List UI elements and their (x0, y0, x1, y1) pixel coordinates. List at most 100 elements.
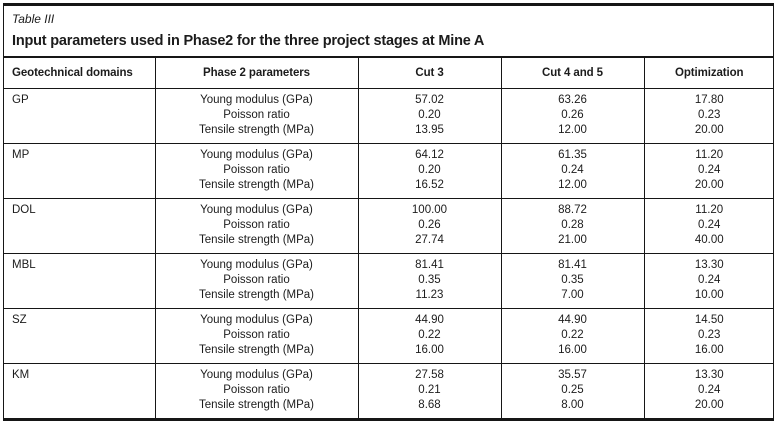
parameters-cell: Young modulus (GPa) Poisson ratio Tensile … (154, 88, 359, 144)
parameter-label: Young modulus (GPa) (200, 204, 313, 216)
value-line: 0.28 (561, 219, 584, 231)
value-line: 27.58 (415, 369, 444, 381)
value-line: 81.41 (415, 259, 444, 271)
cut4and5-values-cell: 63.26 0.26 12.00 (500, 88, 645, 144)
parameters-cell: Young modulus (GPa) Poisson ratio Tensile … (154, 363, 359, 419)
header-row: Geotechnical domains Phase 2 parameters Cu… (3, 57, 775, 89)
column-header-cut-4-and-5: Cut 4 and 5 (500, 57, 645, 89)
parameter-label: Young modulus (GPa) (200, 149, 313, 161)
value-line: 20.00 (694, 399, 724, 411)
value-line: 0.24 (698, 164, 721, 176)
value-line: 16.00 (558, 344, 587, 356)
value-line: 12.00 (558, 124, 587, 136)
parameter-label: Poisson ratio (223, 384, 290, 396)
cut3-values-cell: 81.41 0.35 11.23 (357, 253, 502, 309)
optimization-values-cell: 11.20 0.24 40.00 (643, 198, 775, 254)
value-line: 61.35 (558, 149, 587, 161)
value-line: 27.74 (415, 234, 444, 246)
value-line: 88.72 (558, 204, 587, 216)
cut4and5-values-cell: 35.57 0.25 8.00 (500, 363, 645, 419)
value-line: 0.35 (561, 274, 584, 286)
value-line: 0.24 (698, 219, 721, 231)
cut3-values-cell: 100.00 0.26 27.74 (357, 198, 502, 254)
value-line: 8.00 (561, 399, 584, 411)
parameter-label: Tensile strength (MPa) (198, 179, 315, 191)
value-line: 13.30 (694, 259, 724, 271)
domain-cell: MBL (3, 253, 156, 309)
parameter-label: Young modulus (GPa) (200, 314, 313, 326)
domain-cell: SZ (3, 308, 156, 364)
cut4and5-values-cell: 61.35 0.24 12.00 (500, 143, 645, 199)
optimization-values-cell: 14.50 0.23 16.00 (643, 308, 775, 364)
value-line: 0.20 (418, 109, 441, 121)
parameters-table: Geotechnical domains Phase 2 parameters Cu… (3, 57, 775, 419)
parameter-label: Tensile strength (MPa) (198, 234, 315, 246)
cut4and5-values-cell: 81.41 0.35 7.00 (500, 253, 645, 309)
optimization-values-cell: 17.80 0.23 20.00 (643, 88, 775, 144)
value-line: 21.00 (558, 234, 587, 246)
cut4and5-values-cell: 88.72 0.28 21.00 (500, 198, 645, 254)
value-line: 0.21 (418, 384, 441, 396)
parameter-label: Tensile strength (MPa) (198, 344, 315, 356)
cut3-values-cell: 64.12 0.20 16.52 (357, 143, 502, 199)
cut3-values-cell: 57.02 0.20 13.95 (357, 88, 502, 144)
value-line: 0.26 (561, 109, 584, 121)
value-line: 81.41 (558, 259, 587, 271)
table-row-gp: GP Young modulus (GPa) Poisson ratio Tensil… (3, 88, 775, 144)
value-line: 35.57 (558, 369, 587, 381)
column-header-optimization: Optimization (643, 57, 775, 89)
value-line: 0.22 (561, 329, 584, 341)
value-line: 0.23 (698, 329, 721, 341)
value-line: 11.20 (695, 149, 724, 161)
value-line: 17.80 (694, 94, 724, 106)
parameter-label: Poisson ratio (223, 109, 290, 121)
column-header-cut-3: Cut 3 (357, 57, 502, 89)
value-line: 11.23 (415, 289, 444, 301)
value-line: 0.24 (698, 274, 721, 286)
cut3-values-cell: 44.90 0.22 16.00 (357, 308, 502, 364)
column-header-phase-2-parameters: Phase 2 parameters (154, 57, 359, 89)
domain-cell: GP (3, 88, 156, 144)
value-line: 13.30 (694, 369, 724, 381)
value-line: 44.90 (558, 314, 587, 326)
parameter-label: Young modulus (GPa) (200, 94, 313, 106)
cut4and5-values-cell: 44.90 0.22 16.00 (500, 308, 645, 364)
parameter-label: Tensile strength (MPa) (198, 124, 315, 136)
value-line: 0.26 (418, 219, 441, 231)
parameter-label: Poisson ratio (223, 219, 290, 231)
value-line: 7.00 (561, 289, 584, 301)
parameters-cell: Young modulus (GPa) Poisson ratio Tensile … (154, 143, 359, 199)
optimization-values-cell: 11.20 0.24 20.00 (643, 143, 775, 199)
parameters-cell: Young modulus (GPa) Poisson ratio Tensile … (154, 253, 359, 309)
parameters-cell: Young modulus (GPa) Poisson ratio Tensile … (154, 308, 359, 364)
value-line: 20.00 (694, 124, 724, 136)
value-line: 0.24 (561, 164, 584, 176)
value-line: 57.02 (415, 94, 444, 106)
optimization-values-cell: 13.30 0.24 20.00 (643, 363, 775, 419)
domain-cell: DOL (3, 198, 156, 254)
parameter-label: Tensile strength (MPa) (198, 399, 315, 411)
optimization-values-cell: 13.30 0.24 10.00 (643, 253, 775, 309)
table-row-km: KM Young modulus (GPa) Poisson ratio Tensil… (3, 363, 775, 419)
table-header: Geotechnical domains Phase 2 parameters Cu… (3, 57, 775, 89)
table-row-dol: DOL Young modulus (GPa) Poisson ratio Tensi… (3, 198, 775, 254)
value-line: 0.20 (418, 164, 441, 176)
value-line: 0.25 (561, 384, 584, 396)
table-row-mbl: MBL Young modulus (GPa) Poisson ratio Tensi… (3, 253, 775, 309)
value-line: 63.26 (558, 94, 587, 106)
value-line: 12.00 (558, 179, 587, 191)
parameters-cell: Young modulus (GPa) Poisson ratio Tensile … (154, 198, 359, 254)
value-line: 0.24 (698, 384, 721, 396)
table-row-sz: SZ Young modulus (GPa) Poisson ratio Tensil… (3, 308, 775, 364)
parameter-label: Tensile strength (MPa) (198, 289, 315, 301)
value-line: 100.00 (411, 204, 448, 216)
parameter-label: Poisson ratio (223, 164, 290, 176)
column-header-geotechnical-domains: Geotechnical domains (3, 57, 156, 89)
value-line: 14.50 (694, 314, 724, 326)
value-line: 0.35 (418, 274, 441, 286)
value-line: 44.90 (415, 314, 444, 326)
domain-cell: KM (3, 363, 156, 419)
value-line: 16.00 (694, 344, 724, 356)
table-row-mp: MP Young modulus (GPa) Poisson ratio Tensil… (3, 143, 775, 199)
